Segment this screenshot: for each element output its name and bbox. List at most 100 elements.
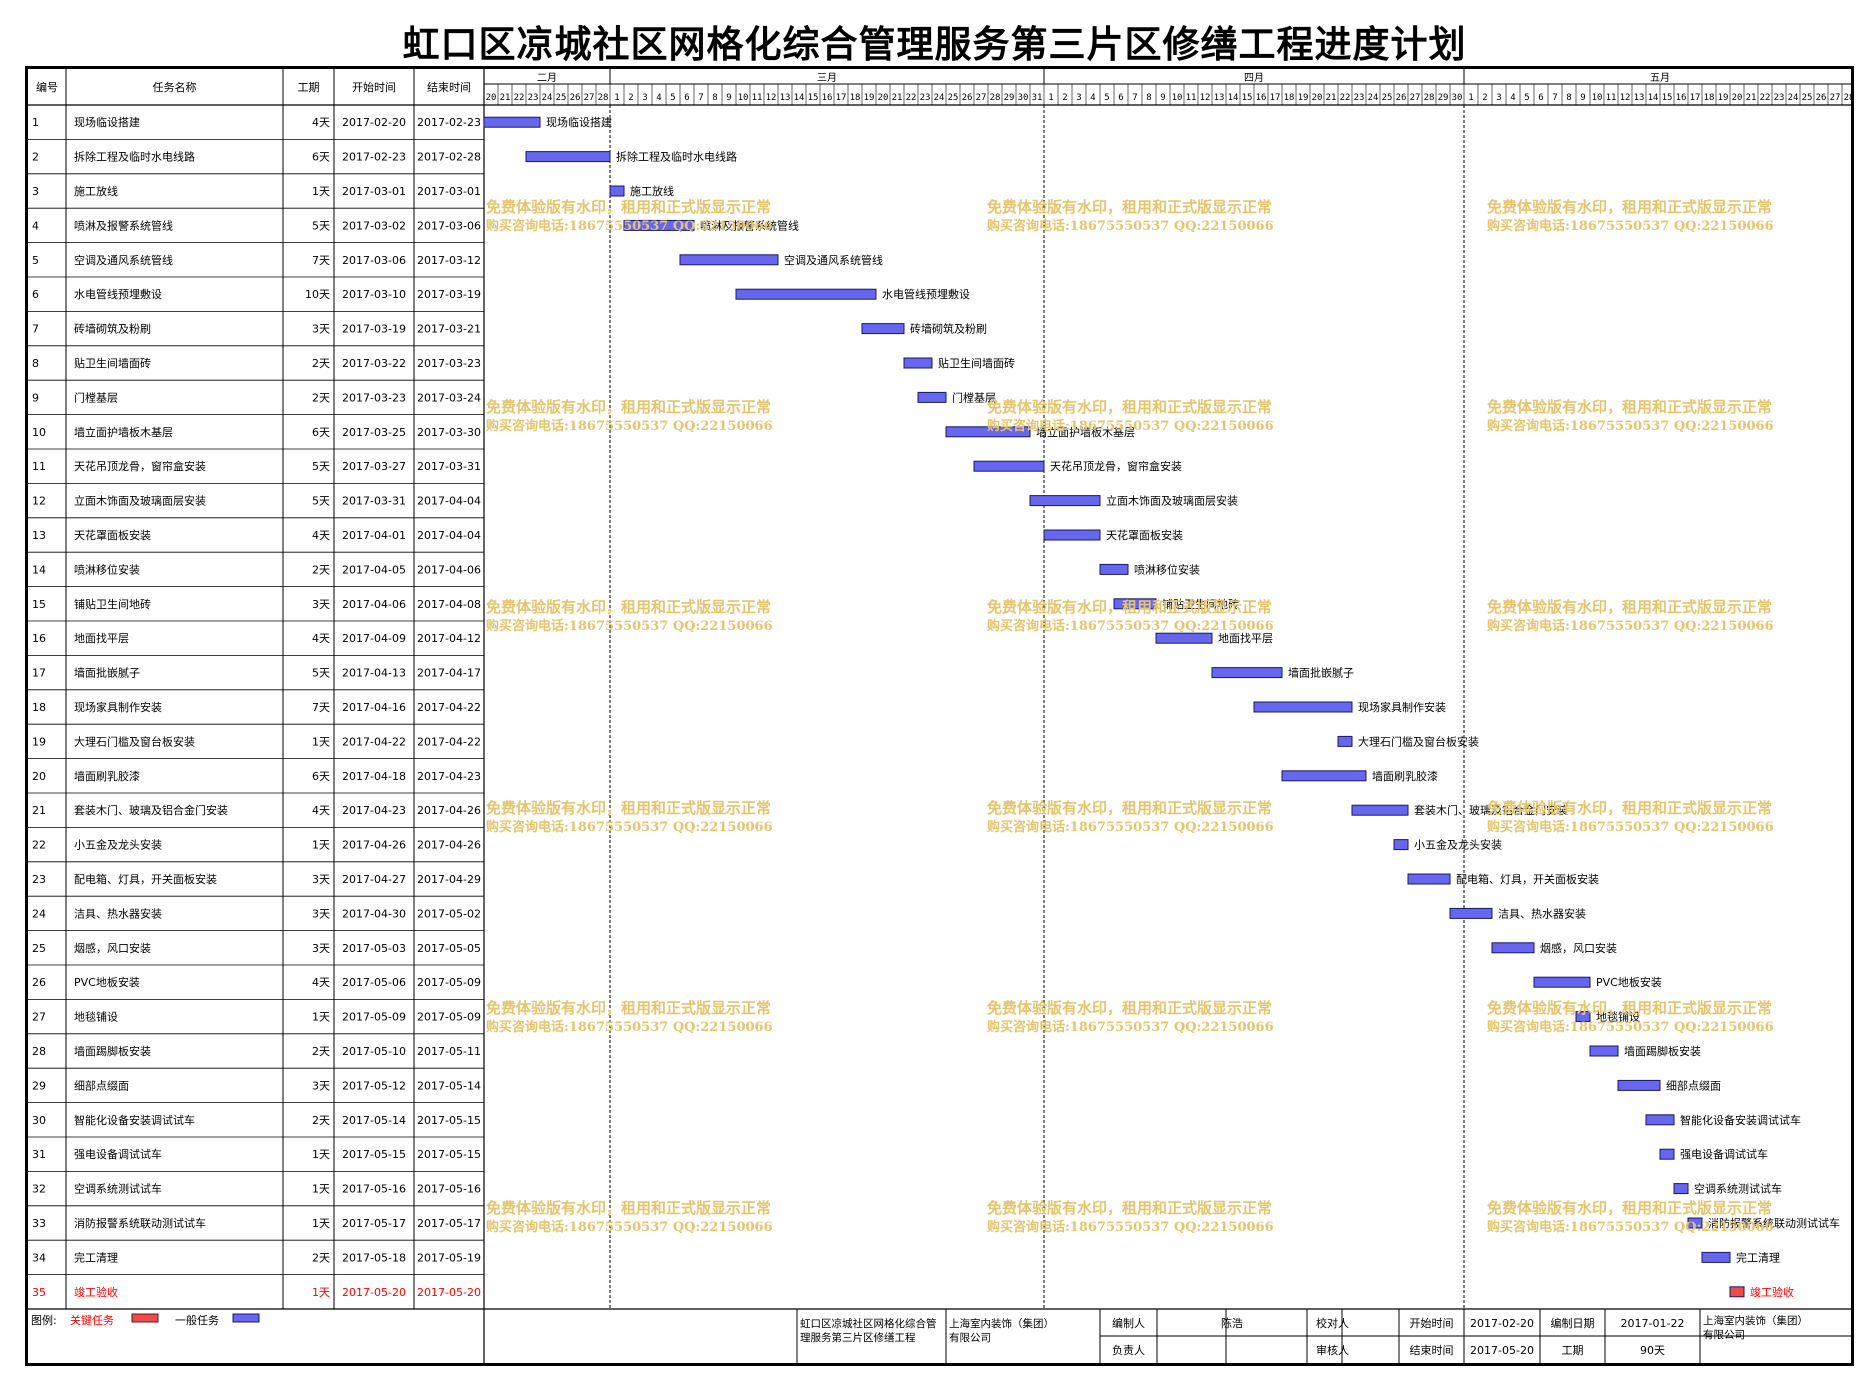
footer-date: 2017-01-22: [1621, 1317, 1685, 1330]
task-end: 2017-04-29: [417, 873, 481, 886]
watermark-text: 免费体验版有水印，租用和正式版显示正常: [987, 799, 1272, 817]
task-bar: [1729, 1286, 1745, 1298]
task-duration: 4天: [312, 116, 330, 129]
watermark-text: 免费体验版有水印，租用和正式版显示正常: [987, 999, 1272, 1017]
task-id: 10: [32, 426, 46, 439]
day-tick-label: 23: [528, 93, 539, 103]
task-id: 11: [32, 460, 46, 473]
task-bar-label: 天花吊顶龙骨，窗帘盒安装: [1050, 459, 1182, 473]
task-duration: 1天: [312, 839, 330, 852]
day-tick-label: 21: [500, 93, 511, 103]
watermark-text: 免费体验版有水印，租用和正式版显示正常: [486, 799, 771, 817]
header-id: 编号: [36, 80, 58, 94]
task-duration: 3天: [312, 907, 330, 920]
footer-duration: 90天: [1640, 1344, 1665, 1357]
gantt-frame: [25, 66, 1854, 1366]
task-end: 2017-05-09: [417, 976, 481, 989]
task-name: 喷淋及报警系统管线: [74, 218, 173, 232]
task-end: 2017-03-01: [417, 185, 481, 198]
task-bar: [1533, 976, 1591, 988]
month-label: 五月: [1650, 72, 1670, 84]
day-tick-label: 3: [642, 93, 647, 103]
task-id: 25: [32, 942, 46, 955]
task-duration: 1天: [312, 1011, 330, 1024]
day-tick-label: 9: [726, 93, 731, 103]
task-start: 2017-05-14: [342, 1114, 406, 1127]
month-label: 二月: [537, 72, 557, 84]
task-end: 2017-04-08: [417, 598, 481, 611]
task-id: 16: [32, 632, 46, 645]
legend-critical-swatch: [131, 1313, 159, 1323]
task-id: 12: [32, 495, 46, 508]
task-bar-label: 立面木饰面及玻璃面层安装: [1106, 494, 1238, 508]
task-bar-label: 地毯铺设: [1596, 1010, 1640, 1024]
task-end: 2017-03-23: [417, 357, 481, 370]
task-id: 15: [32, 598, 46, 611]
task-end: 2017-05-14: [417, 1079, 481, 1092]
watermark-text: 购买咨询电话:18675550537 QQ:22150066: [987, 618, 1274, 634]
day-tick-label: 28: [1424, 93, 1435, 103]
day-tick-label: 18: [1704, 93, 1715, 103]
task-name: 消防报警系统联动测试试车: [74, 1216, 206, 1230]
task-end: 2017-02-23: [417, 116, 481, 129]
task-duration: 7天: [312, 701, 330, 714]
watermark-text: 免费体验版有水印，租用和正式版显示正常: [1487, 1199, 1772, 1217]
footer-company2: 上海室内装饰（集团）: [1703, 1314, 1808, 1327]
watermark-text: 购买咨询电话:18675550537 QQ:22150066: [486, 418, 773, 434]
task-end: 2017-04-04: [417, 529, 481, 542]
day-tick-label: 19: [1298, 93, 1309, 103]
task-bar-label: 洁具、热水器安装: [1498, 906, 1586, 920]
watermark-text: 免费体验版有水印，租用和正式版显示正常: [987, 198, 1272, 216]
day-tick-label: 26: [570, 93, 581, 103]
watermark-text: 购买咨询电话:18675550537 QQ:22150066: [486, 618, 773, 634]
task-bar-label: 墙面批嵌腻子: [1288, 666, 1354, 680]
task-id: 6: [32, 288, 39, 301]
legend-label: 图例:: [31, 1313, 57, 1327]
task-bar-label: 地面找平层: [1218, 631, 1273, 645]
day-tick-label: 12: [1620, 93, 1631, 103]
day-tick-label: 21: [1746, 93, 1757, 103]
task-name: PVC地板安装: [74, 975, 140, 989]
task-id: 35: [32, 1286, 46, 1299]
task-duration: 1天: [312, 1148, 330, 1161]
task-bar-label: 细部点缀面: [1666, 1078, 1721, 1092]
task-duration: 2天: [312, 1045, 330, 1058]
day-tick-label: 5: [670, 93, 675, 103]
day-tick-label: 23: [1774, 93, 1785, 103]
task-bar: [1393, 839, 1409, 851]
task-name: 砖墙砌筑及粉刷: [74, 322, 151, 336]
task-bar-label: 门樘基层: [952, 390, 996, 404]
task-id: 2: [32, 151, 39, 164]
task-bar-label: 墙面刷乳胶漆: [1372, 769, 1438, 783]
task-id: 7: [32, 323, 39, 336]
task-start: 2017-02-20: [342, 116, 406, 129]
day-tick-label: 25: [1802, 93, 1813, 103]
day-tick-label: 9: [1580, 93, 1585, 103]
footer-company: 上海室内装饰（集团）: [949, 1317, 1054, 1330]
task-id: 26: [32, 976, 46, 989]
task-end: 2017-04-04: [417, 495, 481, 508]
task-name: 配电箱、灯具，开关面板安装: [74, 872, 217, 886]
task-bar-label: 强电设备调试试车: [1680, 1147, 1768, 1161]
task-duration: 10天: [305, 288, 330, 301]
task-bar: [1701, 1251, 1731, 1263]
page-title: 虹口区凉城社区网格化综合管理服务第三片区修缮工程进度计划: [402, 22, 1467, 66]
task-duration: 6天: [312, 151, 330, 164]
footer-company: 有限公司: [949, 1331, 991, 1344]
task-id: 23: [32, 873, 46, 886]
task-bar: [1407, 873, 1451, 885]
day-tick-label: 22: [906, 93, 917, 103]
task-bar: [1617, 1079, 1661, 1091]
day-tick-label: 30: [1452, 93, 1463, 103]
day-tick-label: 8: [1146, 93, 1151, 103]
task-name: 竣工验收: [74, 1285, 118, 1299]
task-bar-label: 大理石门槛及窗台板安装: [1358, 734, 1479, 748]
day-tick-label: 26: [1396, 93, 1407, 103]
task-start: 2017-04-26: [342, 839, 406, 852]
watermark-text: 免费体验版有水印，租用和正式版显示正常: [1487, 598, 1772, 616]
footer-project: 理服务第三片区修缮工程: [800, 1331, 916, 1344]
task-bar-label: 空调系统测试试车: [1694, 1182, 1782, 1196]
task-bar: [735, 288, 877, 300]
task-duration: 3天: [312, 942, 330, 955]
task-end: 2017-05-20: [417, 1286, 481, 1299]
